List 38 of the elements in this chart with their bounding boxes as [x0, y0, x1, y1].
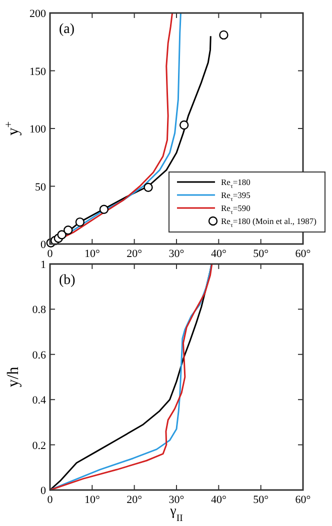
point — [144, 182, 153, 192]
y-tick-label: 0.8 — [32, 304, 46, 316]
point — [75, 217, 85, 227]
x-tick-label: 10° — [84, 248, 100, 260]
point — [179, 120, 189, 130]
y-tick-label: 0.2 — [32, 440, 46, 452]
y-tick-label: 0 — [40, 239, 46, 251]
legend-label: Re$_{τ}$=395 — [221, 190, 250, 203]
x-tick-label: 40° — [210, 248, 226, 260]
y-tick-label: 200 — [30, 8, 46, 20]
legend-label: Re$_{τ}$=180 — [221, 177, 250, 190]
legend-label: Re$_{τ}$=180 (Moin et al., 1987) — [221, 216, 317, 229]
y-tick-label: 0 — [40, 485, 46, 497]
x-tick-label: 50° — [253, 494, 269, 506]
x-tick-label: 50° — [253, 248, 269, 260]
point — [219, 30, 228, 40]
point — [99, 204, 109, 214]
annotation: (a) — [59, 22, 75, 37]
x-tick-label: 20° — [126, 248, 142, 260]
y-tick-label: 1 — [40, 259, 46, 271]
y-tick-label: 0.6 — [32, 349, 46, 362]
y-tick-label: 100 — [30, 124, 46, 136]
x-tick-label: 40° — [210, 494, 226, 506]
x-tick-label: 60° — [295, 494, 311, 506]
y-axis-title: y/h — [5, 366, 22, 388]
annotation: (b) — [59, 273, 76, 288]
y-tick-label: 150 — [30, 66, 46, 78]
legend-label: Re$_{τ}$=590 — [221, 203, 250, 216]
x-tick-label: 10° — [84, 494, 100, 506]
y-tick-label: 0.4 — [32, 394, 46, 407]
point — [57, 230, 66, 240]
x-axis-title: γ$_{II}$ — [169, 504, 183, 524]
x-tick-label: 30° — [168, 494, 184, 506]
x-tick-label: 30° — [168, 248, 184, 260]
point — [64, 226, 73, 235]
x-tick-label: 20° — [126, 494, 142, 506]
x-tick-label: 60° — [295, 248, 311, 260]
y-tick-label: 50 — [35, 181, 46, 194]
